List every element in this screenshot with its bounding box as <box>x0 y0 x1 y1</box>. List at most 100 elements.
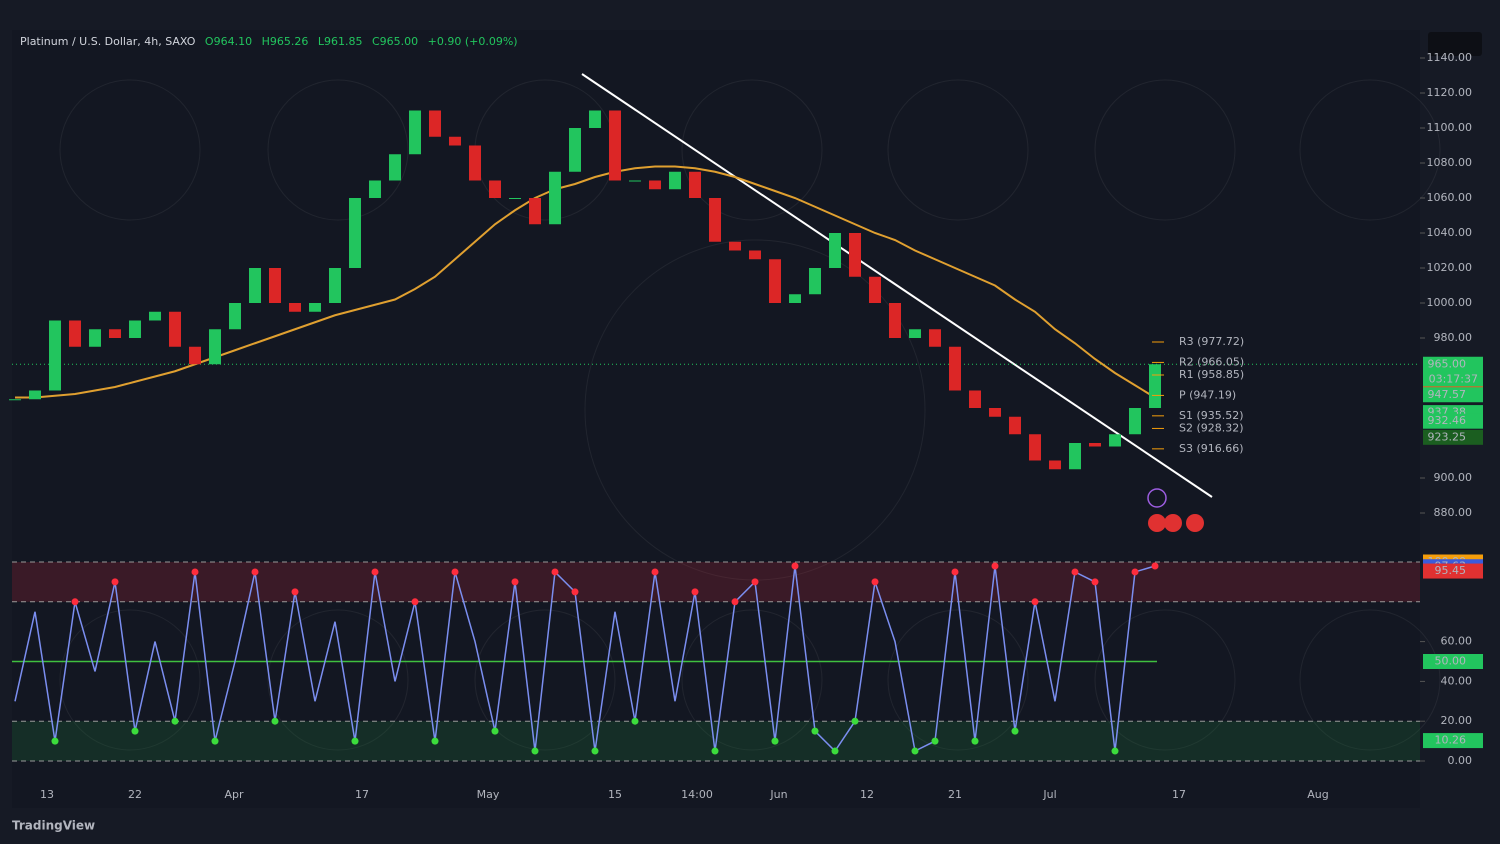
oscillator-dot <box>211 737 219 745</box>
candle <box>209 329 221 365</box>
oscillator-dot <box>911 747 919 755</box>
chart-area <box>12 30 1420 808</box>
candle <box>249 268 261 303</box>
y-tick-label: 1000.00 <box>1427 296 1473 309</box>
oscillator-dot <box>131 727 139 735</box>
candle <box>669 171 681 190</box>
pivot-label: P (947.19) <box>1179 388 1236 401</box>
candle <box>609 110 621 181</box>
candle <box>369 180 381 198</box>
candle <box>509 198 521 199</box>
price-badge <box>1423 654 1483 669</box>
price-badge <box>1423 563 1483 579</box>
event-flag[interactable] <box>1148 514 1166 532</box>
oscillator-dot <box>1071 568 1079 576</box>
candle <box>229 303 241 330</box>
candle <box>409 110 421 155</box>
pivot-label: S3 (916.66) <box>1179 442 1244 455</box>
oscillator-dot <box>851 717 859 725</box>
candle <box>529 198 541 225</box>
candle <box>729 241 741 251</box>
oscillator-dot <box>291 588 299 596</box>
candle <box>1089 443 1101 447</box>
candle <box>69 320 81 347</box>
oscillator-dot <box>951 568 959 576</box>
countdown: 03:17:37 <box>1429 372 1478 385</box>
oscillator-dot <box>1031 598 1039 606</box>
oscillator-dot <box>1131 568 1139 576</box>
pivot-label: S2 (928.32) <box>1179 421 1244 434</box>
badge-label: 10.26 <box>1435 734 1467 747</box>
candle <box>1049 460 1061 470</box>
oscillator-dot <box>511 578 519 586</box>
y-tick-label: 1120.00 <box>1427 86 1473 99</box>
candle <box>909 329 921 338</box>
oscillator-dot <box>371 568 379 576</box>
x-tick-label: Aug <box>1307 788 1328 801</box>
oscillator-dot <box>1011 727 1019 735</box>
candle <box>929 329 941 347</box>
candle <box>689 171 701 198</box>
candle <box>829 233 841 268</box>
y-tick-label: 20.00 <box>1441 714 1473 727</box>
event-flag[interactable] <box>1186 514 1204 532</box>
symbol: Platinum / U.S. Dollar, 4h, SAXO <box>20 35 196 48</box>
candle <box>809 268 821 295</box>
oscillator-dot <box>71 598 79 606</box>
candle <box>469 145 481 181</box>
oscillator-dot <box>931 737 939 745</box>
x-tick-label: 17 <box>355 788 369 801</box>
y-tick-label: 1060.00 <box>1427 191 1473 204</box>
candle <box>49 320 61 391</box>
oscillator-dot <box>531 747 539 755</box>
pivot-label: R2 (966.05) <box>1179 355 1244 368</box>
candle <box>329 268 341 303</box>
candle <box>1129 408 1141 435</box>
candle <box>429 110 441 137</box>
oscillator-dot <box>1111 747 1119 755</box>
oscillator-dot <box>771 737 779 745</box>
oscillator-dot <box>111 578 119 586</box>
candle <box>649 180 661 190</box>
candle <box>169 311 181 347</box>
event-icon[interactable] <box>1147 488 1167 508</box>
candle <box>1109 434 1121 447</box>
y-tick-label: 60.00 <box>1441 635 1473 648</box>
pivot-label: R3 (977.72) <box>1179 335 1244 348</box>
candle <box>569 128 581 172</box>
oscillator-dot <box>871 578 879 586</box>
candle <box>389 154 401 181</box>
trend-line <box>581 73 1213 498</box>
oscillator-dot <box>971 737 979 745</box>
x-tick-label: 17 <box>1172 788 1186 801</box>
y-tick-label: 1020.00 <box>1427 261 1473 274</box>
low: L961.85 <box>318 35 363 48</box>
candle <box>189 346 201 365</box>
toolbar-button[interactable] <box>1428 32 1482 56</box>
oscillator-dot <box>571 588 579 596</box>
pivot-label: R1 (958.85) <box>1179 368 1244 381</box>
candle <box>289 303 301 312</box>
badge-label: 965.00 <box>1428 357 1467 370</box>
x-tick-label: Jun <box>769 788 787 801</box>
candle <box>749 250 761 260</box>
oscillator-dot <box>411 598 419 606</box>
oscillator-dot <box>711 747 719 755</box>
close: C965.00 <box>372 35 418 48</box>
oscillator-dot <box>351 737 359 745</box>
candle <box>269 268 281 303</box>
oscillator-dot <box>1151 562 1159 570</box>
candle <box>9 399 21 401</box>
oscillator-dot <box>651 568 659 576</box>
candle <box>1009 416 1021 435</box>
y-tick-label: 1140.00 <box>1427 51 1473 64</box>
slow-moving-average <box>15 165 1156 399</box>
candle <box>1029 434 1041 461</box>
candle <box>969 390 981 408</box>
x-tick-label: 13 <box>40 788 54 801</box>
y-tick-label: 900.00 <box>1434 471 1473 484</box>
pivot-label: S1 (935.52) <box>1179 409 1244 422</box>
oscillator-dot <box>451 568 459 576</box>
event-flag[interactable] <box>1164 514 1182 532</box>
